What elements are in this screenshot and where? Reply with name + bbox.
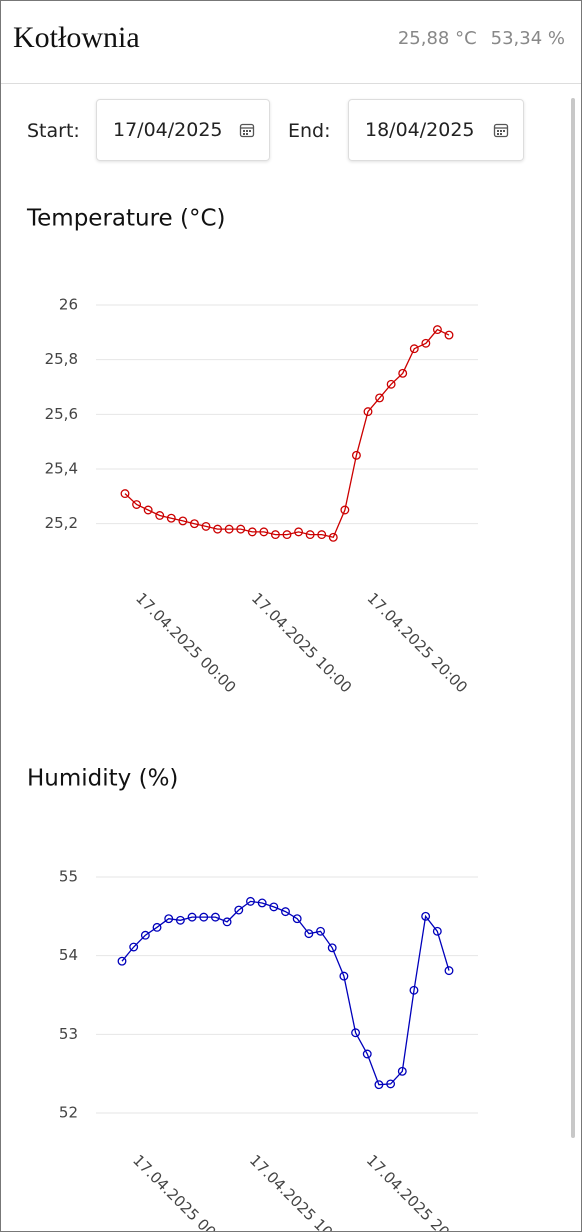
current-readings: 25,88 °C 53,34 %	[384, 28, 565, 49]
data-point	[224, 524, 234, 534]
data-point	[155, 511, 165, 520]
data-point	[374, 1080, 384, 1090]
data-point	[421, 911, 431, 921]
data-point	[246, 896, 255, 906]
data-point	[340, 505, 350, 515]
data-point	[189, 519, 199, 529]
y-tick-label: 52	[59, 1104, 78, 1122]
x-tick-label: 17.04.2025 00:00	[132, 589, 239, 696]
data-point	[432, 926, 442, 936]
data-point	[166, 513, 176, 523]
data-point	[351, 1028, 361, 1038]
data-point	[201, 521, 211, 531]
data-point	[305, 530, 315, 540]
y-tick-label: 55	[59, 868, 78, 886]
scrollbar[interactable]	[571, 98, 575, 1138]
data-point	[327, 943, 337, 953]
data-point	[120, 489, 130, 499]
data-point	[175, 915, 185, 925]
data-point	[199, 912, 209, 922]
current-humidity: 53,34 %	[490, 28, 565, 49]
data-point	[316, 926, 325, 936]
data-point	[269, 902, 279, 912]
data-point	[421, 338, 431, 348]
calendar-icon[interactable]	[239, 122, 255, 138]
data-point	[363, 407, 373, 417]
y-tick-label: 25,8	[45, 350, 78, 368]
chart-title: Humidity (%)	[27, 766, 178, 792]
data-point	[339, 971, 349, 981]
data-point	[117, 956, 127, 966]
data-point	[257, 898, 267, 908]
data-point	[375, 393, 385, 403]
data-point	[210, 912, 220, 922]
data-point	[129, 942, 139, 952]
calendar-icon[interactable]	[493, 122, 509, 138]
y-tick-label: 25,2	[45, 514, 78, 532]
data-point	[398, 368, 408, 378]
data-point	[444, 330, 454, 340]
x-tick-label: 17.04.2025 00:00	[129, 1151, 236, 1231]
data-point	[397, 1066, 407, 1076]
data-point	[281, 907, 290, 917]
data-point	[236, 524, 246, 534]
x-tick-label: 17.04.2025 20:00	[364, 589, 471, 696]
start-date-input[interactable]: 17/04/2025	[96, 99, 270, 161]
data-point	[164, 914, 174, 924]
data-point	[247, 527, 257, 537]
data-point	[386, 1079, 396, 1089]
data-point	[140, 930, 150, 940]
data-point	[317, 530, 327, 540]
data-point	[362, 1049, 372, 1059]
data-point	[222, 917, 232, 927]
page-title: Kotłownia	[13, 21, 140, 54]
y-tick-label: 25,6	[45, 405, 78, 423]
data-point	[213, 524, 223, 534]
data-line	[121, 900, 450, 1086]
y-tick-label: 53	[59, 1025, 78, 1043]
start-date: 17/04/2025	[113, 119, 223, 141]
x-tick-label: 17.04.2025 10:00	[248, 589, 355, 696]
start-label: Start:	[27, 120, 80, 142]
x-tick-label: 17.04.2025 10:00	[246, 1151, 353, 1231]
current-temperature: 25,88 °C	[397, 28, 477, 49]
data-point	[143, 505, 153, 515]
data-point	[409, 985, 419, 995]
end-date: 18/04/2025	[365, 119, 475, 141]
x-tick-label: 17.04.2025 20:00	[363, 1151, 470, 1231]
data-point	[270, 530, 280, 540]
y-tick-label: 25,4	[45, 460, 78, 478]
data-point	[386, 379, 396, 389]
data-point	[292, 914, 302, 924]
chart-title: Temperature (°C)	[26, 206, 226, 232]
data-point	[178, 516, 188, 526]
divider	[1, 83, 581, 84]
data-point	[351, 450, 361, 460]
data-point	[432, 325, 442, 335]
data-point	[259, 527, 269, 537]
data-point	[444, 966, 454, 976]
data-point	[409, 344, 419, 354]
y-tick-label: 26	[59, 296, 78, 314]
data-point	[187, 912, 197, 922]
data-point	[282, 530, 292, 540]
end-date-input[interactable]: 18/04/2025	[348, 99, 524, 161]
data-point	[304, 929, 314, 939]
data-point	[132, 500, 142, 509]
data-point	[152, 922, 162, 932]
data-point	[294, 527, 304, 537]
data-point	[234, 905, 244, 915]
data-line	[124, 328, 450, 539]
data-point	[328, 532, 338, 542]
y-tick-label: 54	[59, 946, 78, 964]
end-label: End:	[288, 120, 331, 142]
